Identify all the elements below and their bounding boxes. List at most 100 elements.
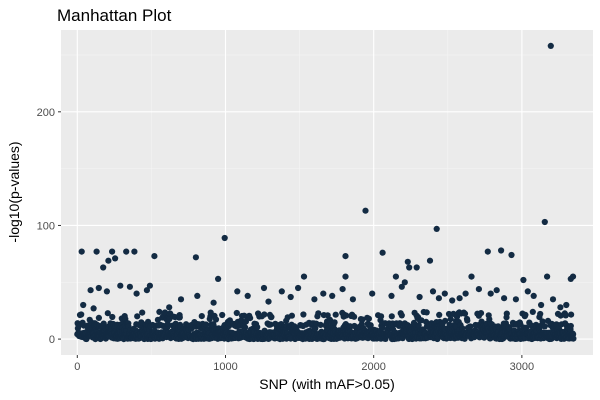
data-point <box>484 248 491 255</box>
data-point <box>164 320 171 327</box>
x-axis-title: SNP (with mAF>0.05) <box>259 376 395 392</box>
x-tick-label: 1000 <box>213 361 237 373</box>
data-point <box>78 311 85 318</box>
data-point <box>512 296 520 303</box>
data-point <box>295 284 302 292</box>
data-point <box>349 296 356 303</box>
data-point <box>131 248 138 255</box>
data-point <box>416 293 423 301</box>
data-point <box>247 315 254 322</box>
data-point <box>369 290 376 297</box>
data-point <box>139 309 146 316</box>
data-point <box>544 273 551 280</box>
data-point <box>547 42 554 50</box>
data-point <box>523 324 530 331</box>
data-point <box>423 309 430 316</box>
data-point <box>464 317 471 324</box>
data-point <box>388 292 395 299</box>
data-point <box>346 323 354 330</box>
x-tick-label: 0 <box>74 361 80 373</box>
data-point <box>520 276 527 284</box>
data-point <box>78 248 85 255</box>
data-point <box>529 308 536 315</box>
data-point <box>401 279 408 286</box>
data-point <box>436 311 443 318</box>
data-point <box>468 273 475 280</box>
data-point <box>117 282 124 289</box>
data-point <box>541 218 548 226</box>
data-point <box>538 301 545 309</box>
data-point <box>278 288 285 295</box>
y-tick-label: 200 <box>37 107 55 119</box>
data-point <box>176 314 183 321</box>
data-point <box>503 310 510 317</box>
data-point <box>198 313 205 320</box>
data-point <box>459 325 466 332</box>
data-point <box>133 290 140 297</box>
plot-panel <box>61 30 593 355</box>
data-point <box>287 293 294 301</box>
data-point <box>441 290 448 297</box>
data-point <box>267 321 274 328</box>
data-point <box>233 309 240 317</box>
axes: 0 1000 2000 3000 0 100 200 <box>37 107 534 373</box>
x-tick-label: 3000 <box>510 361 534 373</box>
data-point <box>379 249 386 256</box>
data-point <box>109 313 116 321</box>
data-point <box>194 292 201 299</box>
data-point <box>362 207 369 214</box>
data-point <box>537 310 544 318</box>
data-point <box>342 253 349 260</box>
data-point <box>300 273 308 280</box>
data-point <box>143 287 150 294</box>
data-point <box>508 251 515 259</box>
data-point <box>254 324 261 331</box>
data-point <box>317 321 324 328</box>
data-point <box>221 234 228 242</box>
data-point <box>447 316 454 323</box>
data-point <box>415 322 422 329</box>
data-point <box>445 310 453 318</box>
data-point <box>351 313 358 320</box>
data-point <box>462 290 469 297</box>
data-point <box>359 316 366 323</box>
y-tick-label: 0 <box>49 334 55 346</box>
data-point <box>557 304 564 311</box>
data-point <box>461 310 469 317</box>
data-point <box>100 264 107 271</box>
data-point <box>567 322 574 330</box>
data-point <box>398 312 405 319</box>
data-point <box>568 311 575 318</box>
data-point <box>539 318 546 325</box>
data-point <box>418 317 425 324</box>
data-point <box>378 313 385 320</box>
data-point <box>151 253 158 260</box>
data-point <box>95 284 102 292</box>
data-point <box>146 282 153 289</box>
data-point <box>93 248 100 255</box>
data-point <box>498 247 505 254</box>
data-point <box>487 290 494 297</box>
data-point <box>234 288 241 295</box>
data-point <box>288 312 295 319</box>
data-point <box>261 311 268 318</box>
data-point <box>105 257 112 264</box>
data-point <box>320 290 327 297</box>
chart-title: Manhattan Plot <box>57 6 172 25</box>
data-point <box>166 304 173 311</box>
data-point <box>219 311 226 319</box>
data-point <box>342 273 349 280</box>
data-point <box>103 288 110 295</box>
data-point <box>406 264 413 271</box>
data-point <box>442 317 449 324</box>
data-point <box>339 286 346 293</box>
data-point <box>215 275 222 282</box>
data-point <box>112 255 119 262</box>
data-point <box>541 323 548 330</box>
data-point <box>87 287 94 294</box>
data-point <box>433 225 440 232</box>
data-point <box>156 308 163 315</box>
data-point <box>549 296 557 303</box>
